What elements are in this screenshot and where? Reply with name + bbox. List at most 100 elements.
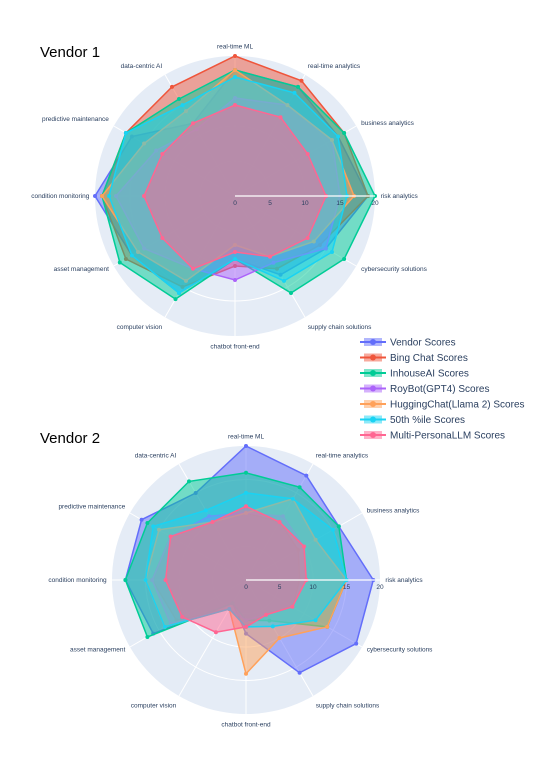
data-point [233,257,237,261]
category-label: risk analytics [385,577,423,584]
data-point [160,236,165,240]
category-label: chatbot front-end [210,344,260,351]
data-point [305,236,310,240]
legend-label: RoyBot(GPT4) Scores [390,384,489,395]
category-label: predictive maintenance [42,116,109,123]
data-point [325,624,330,629]
legend-swatch-marker [370,339,376,345]
data-point [177,97,181,101]
legend-swatch-marker [370,416,376,423]
legend-item: InhouseAI Scores [360,369,469,380]
category-label: business analytics [367,507,420,514]
data-point [203,508,208,513]
category-label: predictive maintenance [58,503,125,510]
legend-swatch-marker [370,401,376,407]
data-point [213,630,218,635]
legend-swatch-marker [370,432,376,438]
data-point [244,671,248,676]
category-label: cybersecurity solutions [361,266,427,273]
data-point [187,479,191,484]
category-label: business analytics [361,120,414,127]
data-point [277,520,282,524]
legend-label: Multi-PersonaLLM Scores [390,431,505,442]
data-point [296,84,300,89]
data-point [123,131,128,135]
data-point [151,524,156,529]
legend-swatch-marker [370,385,376,392]
data-point [162,624,167,629]
data-point [107,194,111,198]
data-point [336,524,341,529]
legend-label: Vendor Scores [390,338,456,349]
category-label: data-centric AI [135,452,177,459]
legend-item: RoyBot(GPT4) Scores [360,384,489,395]
series-multi-personallm-scores [163,504,309,635]
data-point [244,504,248,509]
radial-tick-label: 15 [336,200,344,207]
data-point [264,612,269,617]
radial-tick-label: 10 [301,200,309,207]
radial-tick-label: 0 [233,200,237,207]
data-point [292,90,297,95]
data-point [282,278,286,283]
legend-item: 50th %ile Scores [360,415,465,426]
data-point [93,194,97,198]
data-point [170,84,174,89]
category-label: supply chain solutions [308,324,372,331]
legend-item: Vendor Scores [360,338,456,349]
data-point [354,641,359,646]
data-point [168,534,173,539]
legend-label: InhouseAI Scores [390,369,469,380]
data-point [331,527,335,532]
data-point [163,578,168,582]
category-label: real-time analytics [308,63,361,70]
data-point [177,291,181,295]
legend-item: Multi-PersonaLLM Scores [360,431,505,442]
radar-chart-vendor-1: Vendor 1 0 5 10 15 20 real-time ML real-time a… [31,43,427,350]
category-label: cybersecurity solutions [367,647,433,654]
category-label: condition monitoring [48,577,107,584]
data-point [244,444,248,448]
data-point [297,670,302,675]
data-point [180,103,185,108]
data-point [191,121,195,126]
data-point [305,152,310,156]
data-point [277,636,282,640]
data-point [289,291,293,295]
data-point [290,604,295,609]
data-point [302,544,306,549]
radar-chart-vendor-2: Vendor 2 0 5 10 15 20 real-time ML real-time a… [40,430,433,728]
data-point [336,134,341,139]
data-point [330,250,334,254]
legend-swatch-marker [370,354,376,361]
radial-tick-label: 5 [278,584,282,591]
data-point [123,578,128,582]
data-point [129,253,134,258]
data-point [145,635,150,639]
data-point [304,473,309,478]
data-point [268,254,272,259]
legend-item: Bing Chat Scores [360,353,468,364]
radial-tick-label: 5 [268,200,272,207]
data-point [210,520,215,524]
data-point [244,490,248,495]
data-point [233,54,237,58]
category-label: data-centric AI [121,63,163,70]
data-point [100,194,104,198]
data-point [160,152,165,156]
data-point [342,131,347,135]
data-point [299,78,304,83]
data-point [278,115,283,120]
data-point [270,624,275,629]
data-point [233,68,237,72]
category-label: real-time ML [217,43,254,50]
data-point [244,470,248,475]
data-point [233,250,237,254]
legend-item: HuggingChat(Llama 2) Scores [360,400,525,411]
data-point [180,614,185,619]
legend-label: 50th %ile Scores [390,415,465,426]
radial-tick-label: 15 [343,584,351,591]
category-label: real-time analytics [316,452,369,459]
data-point [173,297,178,302]
data-point [342,257,347,261]
